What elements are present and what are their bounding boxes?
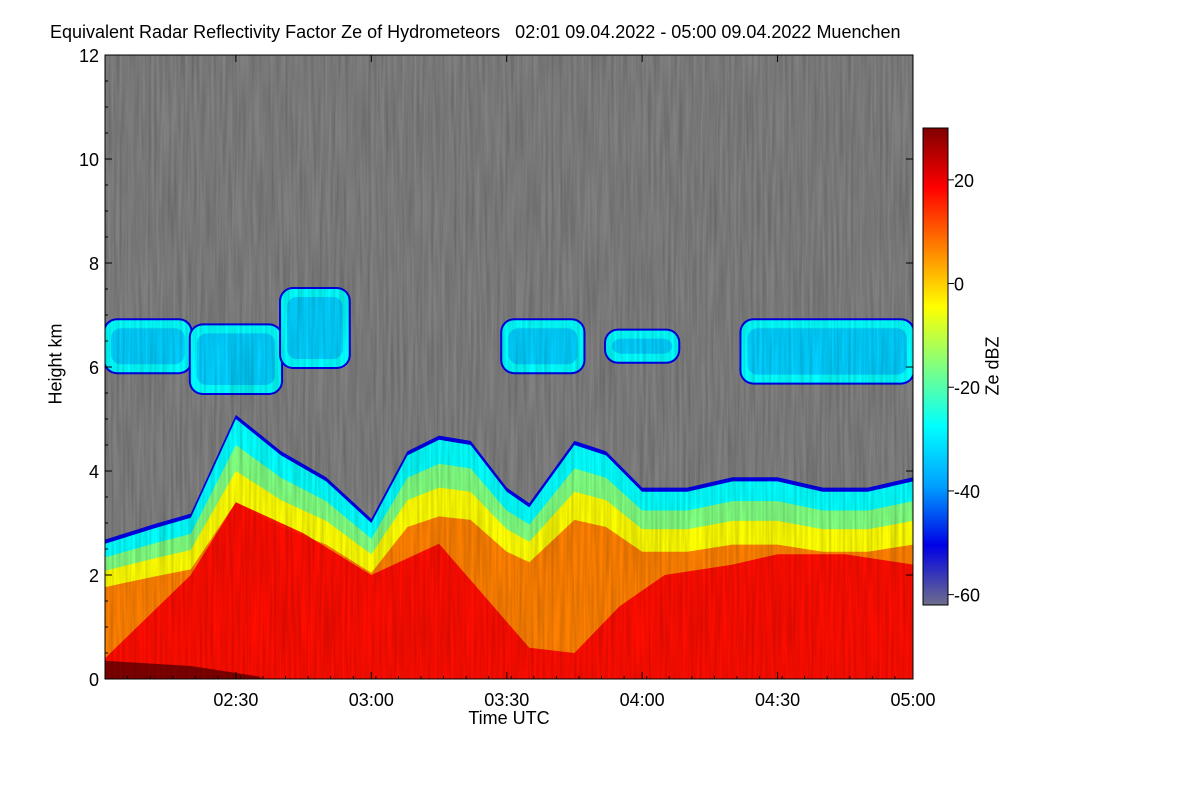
x-axis-label: Time UTC (468, 708, 550, 728)
colorbar (922, 127, 949, 606)
y-tick-label: 12 (79, 46, 99, 66)
colorbar-tick-label: -20 (954, 378, 980, 398)
chart-title: Equivalent Radar Reflectivity Factor Ze … (50, 22, 901, 42)
y-tick-label: 8 (89, 254, 99, 274)
colorbar-tick-label: -60 (954, 586, 980, 606)
x-tick-label: 03:30 (484, 690, 529, 710)
y-axis: 0 2 4 6 8 10 12 (79, 46, 913, 690)
x-tick-label: 04:30 (755, 690, 800, 710)
y-tick-label: 0 (89, 670, 99, 690)
x-axis: 02:30 03:00 03:30 04:00 04:30 05:00 (104, 55, 936, 710)
x-tick-label: 02:30 (213, 690, 258, 710)
x-tick-label: 03:00 (349, 690, 394, 710)
x-tick-label: 04:00 (620, 690, 665, 710)
y-tick-label: 4 (89, 462, 99, 482)
x-tick-label: 05:00 (890, 690, 935, 710)
texture-overlay (105, 55, 913, 679)
y-tick-label: 2 (89, 566, 99, 586)
colorbar-axis: 20 0 -20 -40 -60 (948, 171, 980, 606)
y-tick-label: 10 (79, 150, 99, 170)
colorbar-tick-label: -40 (954, 482, 980, 502)
colorbar-tick-label: 20 (954, 171, 974, 191)
colorbar-tick-label: 0 (954, 275, 964, 295)
y-tick-label: 6 (89, 358, 99, 378)
